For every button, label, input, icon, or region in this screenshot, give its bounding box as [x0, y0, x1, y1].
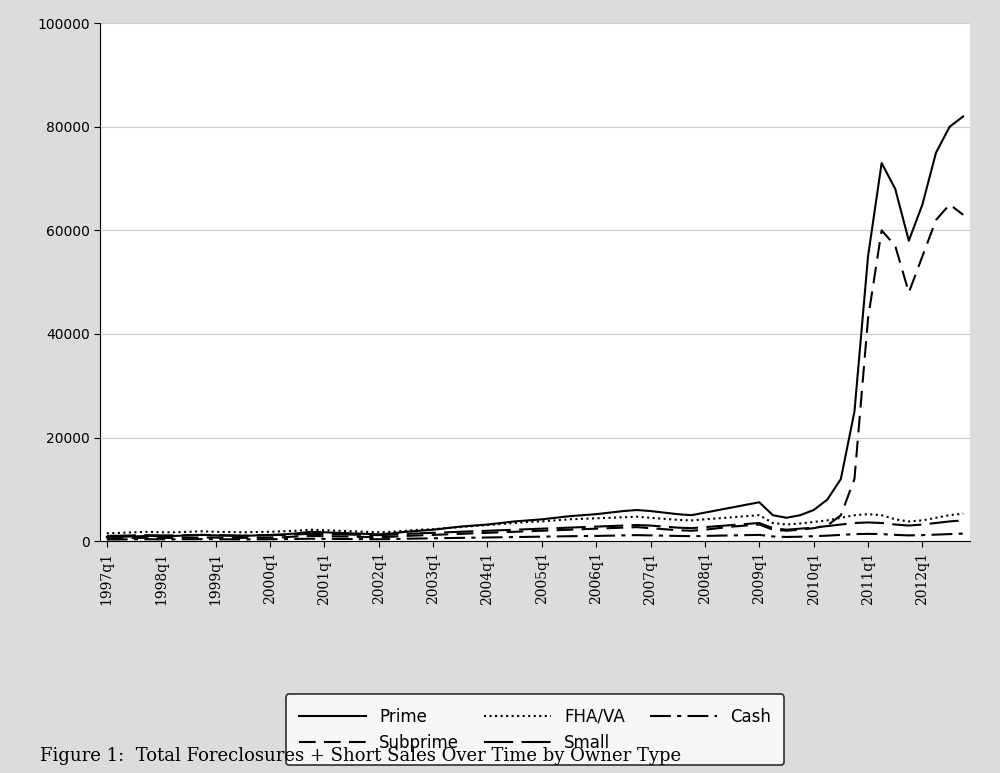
Legend: Prime, Subprime, FHA/VA, Small, Cash: Prime, Subprime, FHA/VA, Small, Cash [286, 694, 784, 765]
Text: Figure 1:  Total Foreclosures + Short Sales Over Time by Owner Type: Figure 1: Total Foreclosures + Short Sal… [40, 747, 681, 765]
